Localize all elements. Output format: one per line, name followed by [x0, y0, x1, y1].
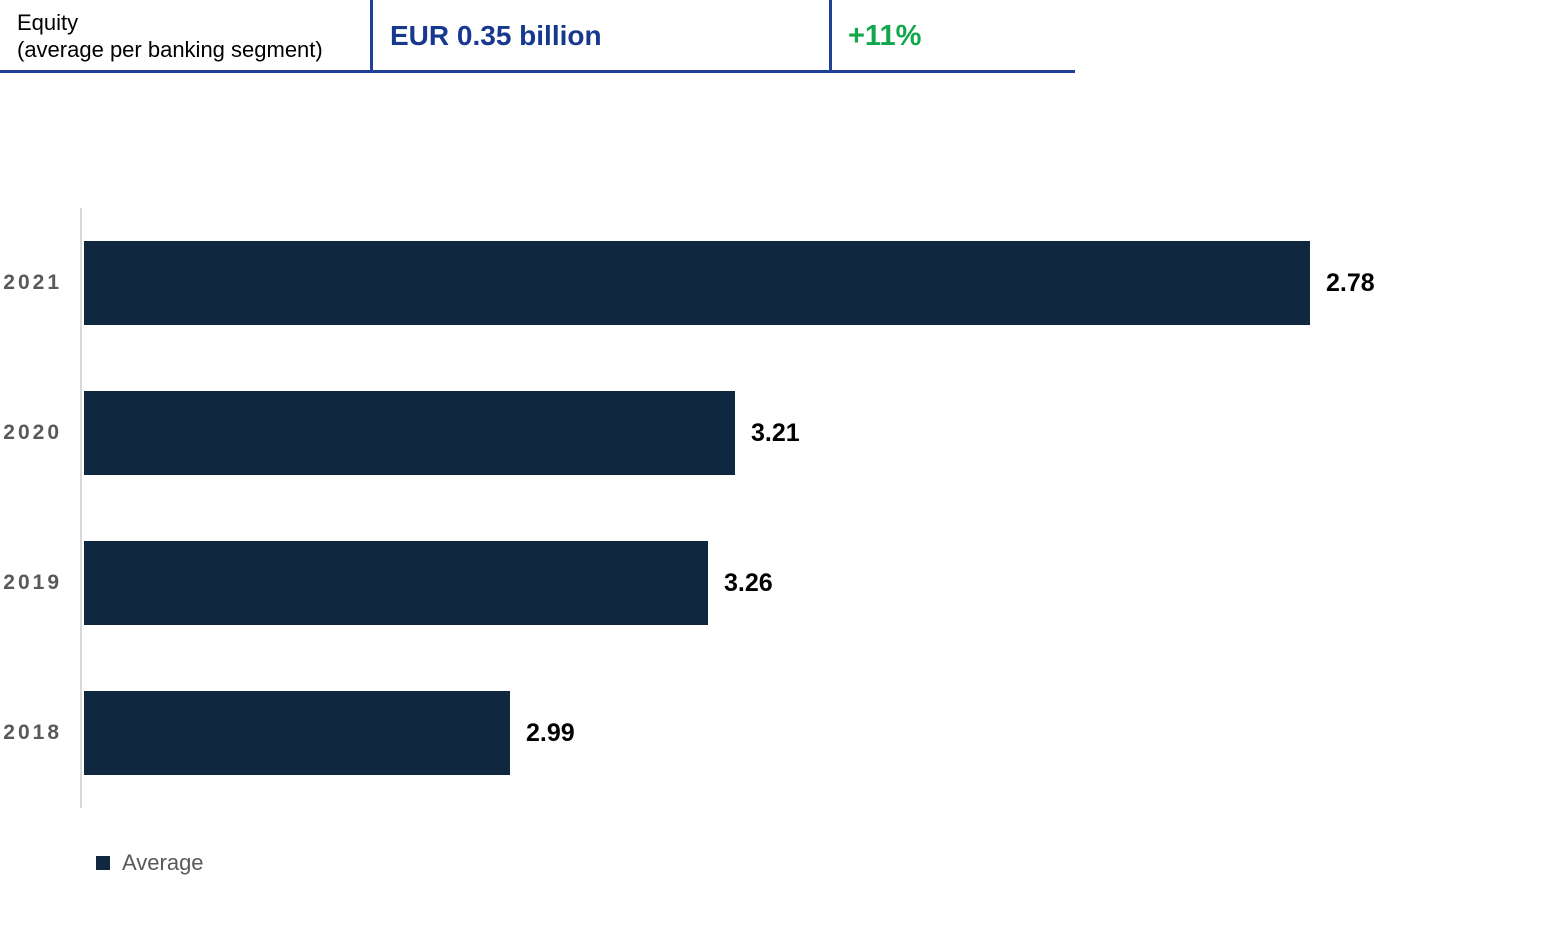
bar-2018	[84, 691, 510, 775]
year-label: 2018	[3, 721, 62, 744]
legend-swatch-icon	[96, 856, 110, 870]
header-underline	[0, 70, 1075, 73]
year-label: 2020	[3, 421, 62, 444]
bar-row-2019: 2019 3.26	[0, 541, 1559, 625]
header-divider-right	[829, 0, 832, 71]
bar-value-label: 3.26	[724, 568, 773, 597]
legend-label: Average	[122, 850, 204, 875]
bar-row-2020: 2020 3.21	[0, 391, 1559, 475]
kpi-title-line1: Equity	[17, 10, 79, 35]
kpi-title: Equity (average per banking segment)	[17, 0, 323, 72]
legend: Average	[96, 849, 204, 877]
bar-row-2018: 2018 2.99	[0, 691, 1559, 775]
bar-2019	[84, 541, 708, 625]
kpi-value: EUR 0.35 billion	[390, 20, 602, 51]
bar-value-label: 2.78	[1326, 268, 1375, 297]
kpi-delta-badge: +11%	[848, 19, 922, 52]
kpi-title-line2: (average per banking segment)	[17, 37, 323, 62]
bar-row-2021: 2021 2.78	[0, 241, 1559, 325]
y-axis-line	[80, 208, 82, 808]
bar-value-label: 3.21	[751, 418, 800, 447]
bar-value-label: 2.99	[526, 718, 575, 747]
header-divider-left	[370, 0, 373, 71]
bar-2021	[84, 241, 1310, 325]
year-label: 2021	[3, 271, 62, 294]
year-label: 2019	[3, 571, 62, 594]
bar-2020	[84, 391, 735, 475]
